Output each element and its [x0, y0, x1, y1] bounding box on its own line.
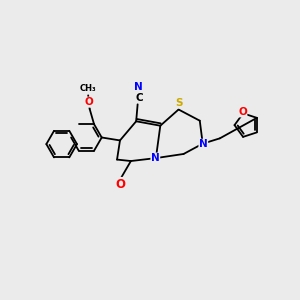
Text: O: O — [115, 178, 125, 190]
Text: O: O — [238, 107, 247, 117]
Text: N: N — [199, 139, 208, 149]
Text: N: N — [151, 153, 160, 163]
Text: O: O — [85, 97, 93, 107]
Text: S: S — [176, 98, 183, 108]
Text: C: C — [135, 93, 142, 103]
Text: N: N — [134, 82, 143, 92]
Text: CH₃: CH₃ — [80, 84, 97, 93]
